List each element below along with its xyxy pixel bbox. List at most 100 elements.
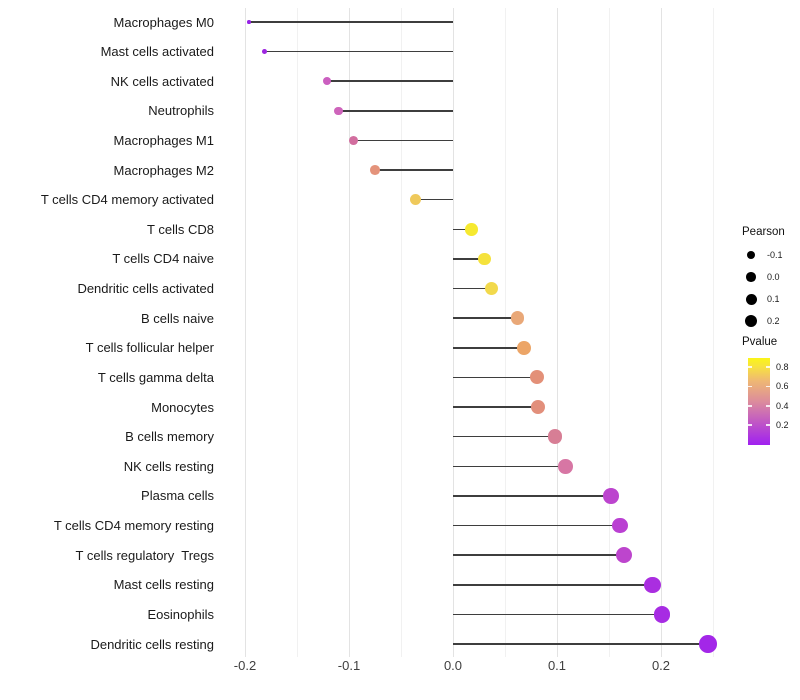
lollipop-stem: [453, 554, 624, 556]
lollipop-dot: [531, 399, 546, 415]
gradient-tick: [766, 366, 770, 368]
lollipop-dot: [484, 282, 498, 296]
gridline-major: [244, 8, 246, 657]
gridline-major: [348, 8, 350, 657]
category-label: Macrophages M1: [113, 132, 214, 148]
lollipop-dot: [557, 458, 573, 474]
category-label: Eosinophils: [147, 606, 215, 622]
lollipop-stem: [453, 584, 653, 586]
category-label: T cells CD4 naive: [112, 251, 214, 267]
legend-size-label: -0.1: [767, 250, 783, 260]
lollipop-stem: [249, 21, 453, 23]
legend-pearson-title: Pearson: [742, 226, 785, 238]
plot-panel: [224, 8, 726, 657]
legend-pvalue-tick-label: 0.6: [776, 381, 789, 392]
gridline-minor: [504, 8, 506, 657]
legend-dot-box: [742, 293, 760, 305]
x-tick-label: 0.1: [547, 658, 567, 673]
lollipop-dot: [262, 49, 268, 55]
lollipop-dot: [348, 135, 358, 145]
lollipop-dot: [334, 106, 343, 116]
lollipop-stem: [375, 169, 453, 171]
gridline-minor: [296, 8, 298, 657]
lollipop-dot: [370, 165, 380, 175]
lollipop-dot: [465, 223, 478, 236]
category-label: Neutrophils: [148, 103, 214, 119]
legend-pvalue-tick-label: 0.8: [776, 362, 789, 372]
legend-size-dot: [747, 251, 755, 259]
gridline-minor: [400, 8, 402, 657]
category-label: T cells CD8: [147, 221, 214, 237]
lollipop-stem: [327, 80, 453, 82]
category-label: T cells CD4 memory activated: [40, 192, 214, 208]
lollipop-dot: [510, 311, 525, 325]
legend-pearson-item: 0.1: [742, 288, 785, 310]
gridline-major: [452, 8, 454, 657]
lollipop-stem: [338, 110, 453, 112]
category-label: Macrophages M2: [113, 162, 214, 178]
legend-pearson-items: -0.1 0.0 0.1 0.2: [742, 244, 785, 332]
gradient-tick: [748, 385, 752, 388]
category-label: T cells gamma delta: [97, 369, 214, 385]
category-label: B cells memory: [125, 429, 214, 445]
gradient-tick: [748, 405, 752, 407]
lollipop-dot: [699, 635, 717, 653]
lollipop-dot: [247, 20, 251, 24]
category-label: T cells regulatory Tregs: [75, 547, 214, 563]
legend-pvalue-tick-label: 0.2: [776, 420, 789, 431]
category-label: T cells CD4 memory resting: [53, 518, 214, 534]
category-label: B cells naive: [141, 310, 214, 326]
legend-pearson-item: -0.1: [742, 244, 785, 266]
lollipop-stem: [453, 347, 524, 349]
lollipop-stem: [453, 406, 539, 408]
legend-size-dot: [745, 293, 757, 305]
lollipop-stem: [453, 435, 555, 438]
lollipop-dot: [653, 606, 671, 623]
lollipop-stem: [453, 613, 663, 616]
lollipop-stem: [453, 495, 612, 497]
legend-dot-box: [742, 251, 760, 259]
gridline-minor: [608, 8, 610, 657]
category-label: T cells follicular helper: [85, 340, 214, 356]
lollipop-dot: [603, 488, 619, 504]
lollipop-dot: [547, 429, 563, 444]
lollipop-dot: [612, 517, 629, 534]
category-label: NK cells activated: [110, 73, 214, 89]
legend-pearson: Pearson -0.1 0.0 0.1 0.2: [742, 226, 785, 332]
legend-dot-box: [742, 314, 760, 328]
lollipop-stem: [453, 376, 538, 379]
x-tick-label: 0.0: [443, 658, 463, 673]
lollipop-dot: [477, 252, 491, 266]
lollipop-stem: [453, 643, 708, 645]
lollipop-stem: [415, 198, 453, 201]
category-axis: Macrophages M0 Mast cells activated NK cel…: [0, 8, 218, 657]
gridline-minor: [712, 8, 714, 657]
lollipop-stem: [353, 139, 453, 142]
x-axis: -0.2 -0.1 0.0 0.1 0.2: [0, 658, 800, 676]
category-label: NK cells resting: [123, 458, 214, 474]
legend-pvalue-tick-label: 0.4: [776, 400, 789, 411]
legend-size-dot: [746, 272, 756, 282]
category-label: Monocytes: [151, 399, 214, 415]
legend-dot-box: [742, 272, 760, 282]
lollipop-dot: [615, 547, 632, 564]
gradient-tick: [766, 405, 770, 407]
legend-pvalue-title: Pvalue: [742, 336, 778, 348]
legend-size-dot: [744, 314, 758, 328]
gridline-major: [660, 8, 662, 657]
lollipop-dot: [644, 576, 661, 594]
category-label: Mast cells activated: [100, 44, 214, 60]
gradient-tick: [766, 385, 770, 388]
lollipop-stem: [453, 228, 472, 231]
lollipop-stem: [264, 50, 453, 53]
pvalue-gradient-bar: [748, 358, 770, 445]
lollipop-dot: [410, 194, 422, 206]
legend-size-label: 0.0: [767, 272, 780, 282]
lollipop-stem: [453, 287, 492, 290]
lollipop-dot: [516, 340, 531, 355]
x-tick-label: 0.2: [651, 658, 671, 673]
gradient-tick: [748, 424, 752, 426]
x-tick-label: -0.1: [337, 658, 361, 673]
lollipop-dot: [530, 370, 545, 385]
